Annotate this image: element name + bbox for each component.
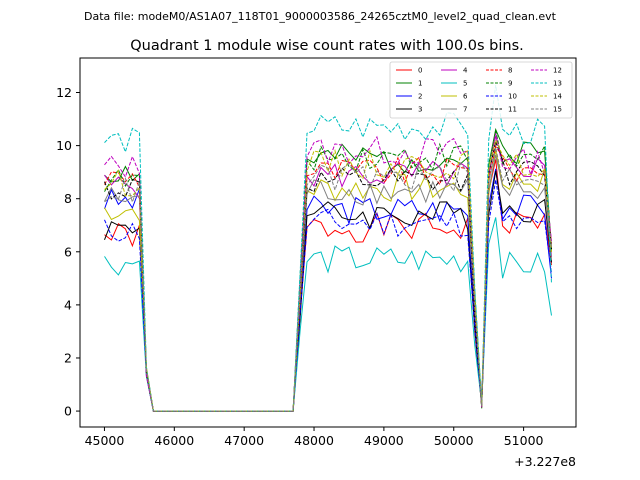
legend-label-9: 9 [508, 80, 512, 88]
series-line-0 [104, 159, 552, 412]
axes-layer: 45000 46000 47000 48000 49000 50000 51000 0 2 4 6 8… [56, 85, 543, 448]
series-line-6 [104, 150, 552, 412]
legend-label-2: 2 [418, 93, 422, 101]
legend-label-7: 7 [463, 106, 467, 114]
x-tick-label: 49000 [364, 433, 404, 448]
series-line-8 [104, 145, 552, 412]
y-tick-label: 10 [56, 138, 72, 153]
y-tick-label: 2 [64, 350, 72, 365]
legend-label-15: 15 [553, 106, 562, 114]
x-tick-label: 47000 [224, 433, 264, 448]
series-line-13 [104, 84, 552, 412]
x-tick-label: 45000 [85, 433, 125, 448]
legend-label-1: 1 [418, 80, 422, 88]
legend-label-3: 3 [418, 106, 422, 114]
legend-label-6: 6 [463, 93, 468, 101]
y-tick-label: 0 [64, 404, 72, 419]
y-tick-label: 6 [64, 244, 72, 259]
x-tick-label: 46000 [154, 433, 194, 448]
series-line-14 [104, 138, 552, 412]
series-line-15 [104, 147, 552, 412]
legend-label-5: 5 [463, 80, 467, 88]
series-line-2 [104, 168, 552, 412]
legend-label-4: 4 [463, 67, 468, 75]
x-tick-label: 51000 [504, 433, 544, 448]
series-layer [104, 84, 552, 412]
legend-label-13: 13 [553, 80, 562, 88]
legend-label-11: 11 [508, 106, 517, 114]
chart-title: Quadrant 1 module wise count rates with … [130, 38, 524, 54]
legend-label-8: 8 [508, 67, 512, 75]
legend-label-10: 10 [508, 93, 517, 101]
x-tick-label: 50000 [434, 433, 474, 448]
chart-subtitle: Data file: modeM0/AS1A07_118T01_90000035… [84, 10, 557, 23]
x-axis-offset-label: +3.227e8 [514, 454, 576, 469]
legend-label-0: 0 [418, 67, 422, 75]
plot-frame [79, 57, 577, 428]
legend-label-14: 14 [553, 93, 562, 101]
series-line-11 [104, 140, 552, 412]
legend-label-12: 12 [553, 67, 562, 75]
legend-box [389, 61, 573, 119]
y-tick-label: 4 [64, 297, 72, 312]
x-tick-label: 48000 [294, 433, 334, 448]
y-tick-label: 8 [64, 191, 72, 206]
y-tick-label: 12 [56, 85, 72, 100]
